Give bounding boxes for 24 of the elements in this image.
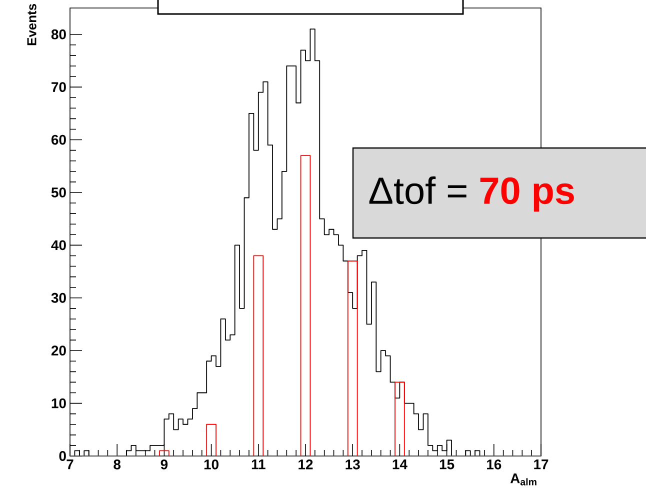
y-tick-label: 40 <box>51 240 66 250</box>
y-tick-label: 0 <box>59 451 66 461</box>
x-tick-label: 17 <box>534 460 548 470</box>
y-tick-label: 70 <box>52 82 66 92</box>
y-tick-label: 20 <box>51 346 66 356</box>
x-tick-label: 7 <box>66 460 74 470</box>
x-tick-label: 16 <box>487 460 502 470</box>
x-tick-label: 15 <box>440 460 454 470</box>
y-tick-label: 80 <box>51 29 66 40</box>
x-tick-label: 10 <box>204 460 218 470</box>
annotation: 70 ps <box>480 177 574 212</box>
annotation: Δtof = <box>369 176 466 204</box>
x-tick-label: 14 <box>392 460 408 470</box>
x-tick-label: 8 <box>114 460 121 470</box>
x-tick-label: 11 <box>252 460 266 470</box>
x-tick-label: 9 <box>160 460 168 470</box>
y-tick-label: 10 <box>52 398 66 408</box>
y-tick-label: 60 <box>51 134 66 145</box>
x-axis-title: A$_{alm}$ <box>510 474 536 486</box>
x-tick-label: 12 <box>298 460 313 470</box>
y-axis-title: Events <box>27 4 36 46</box>
y-tick-label: 50 <box>51 188 66 198</box>
y-tick-label: 30 <box>51 292 66 303</box>
x-tick-label: 13 <box>346 460 360 470</box>
